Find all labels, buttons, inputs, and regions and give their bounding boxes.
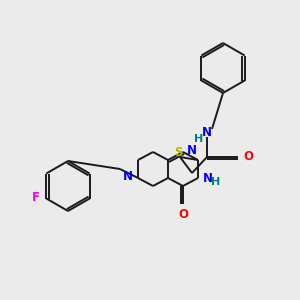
Text: N: N — [203, 172, 213, 184]
Text: H: H — [211, 177, 220, 187]
Text: N: N — [123, 170, 133, 184]
Text: S: S — [174, 146, 182, 158]
Text: F: F — [32, 191, 40, 204]
Text: O: O — [178, 208, 188, 221]
Text: O: O — [243, 151, 253, 164]
Text: H: H — [194, 134, 204, 144]
Text: N: N — [187, 143, 197, 157]
Text: N: N — [202, 127, 212, 140]
